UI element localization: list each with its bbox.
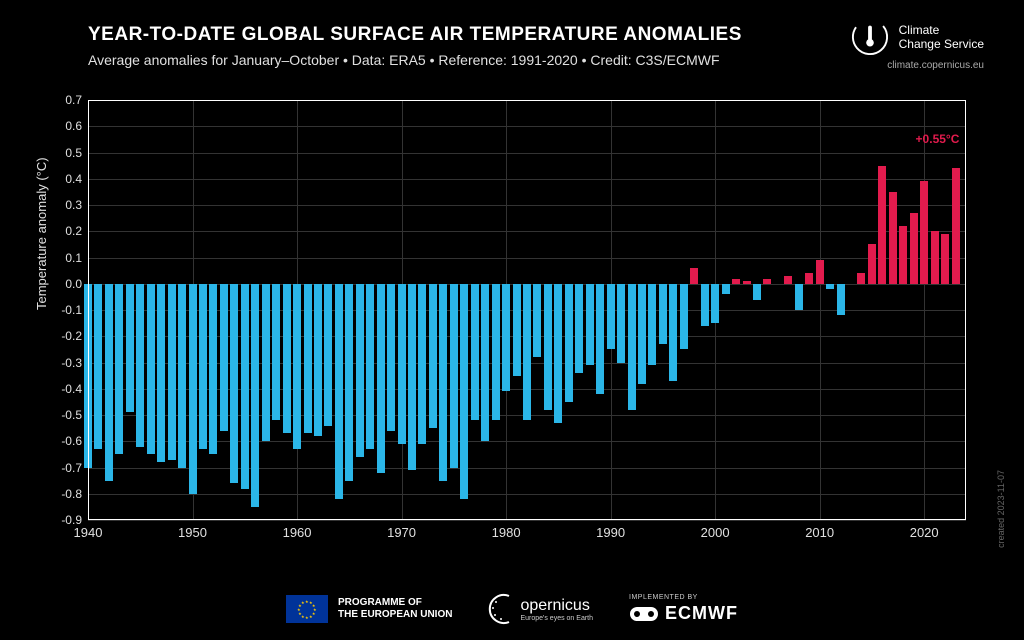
- ytick-label: 0.2: [42, 224, 82, 238]
- ytick-label: 0.5: [42, 146, 82, 160]
- ytick-label: -0.5: [42, 408, 82, 422]
- logo-line1: Climate: [899, 23, 984, 37]
- ecmwf-block: IMPLEMENTED BY ECMWF: [629, 594, 738, 624]
- eu-flag-icon: ★★★★★★★★★★★★: [286, 595, 328, 623]
- c3s-logo: Climate Change Service: [851, 18, 984, 56]
- xtick-label: 1950: [178, 525, 207, 540]
- ytick-label: -0.6: [42, 434, 82, 448]
- ytick-label: -0.1: [42, 303, 82, 317]
- c3s-url: climate.copernicus.eu: [887, 60, 984, 71]
- xtick-label: 1940: [74, 525, 103, 540]
- ecmwf-icon: [629, 604, 659, 624]
- chart-subtitle: Average anomalies for January–October • …: [88, 52, 984, 68]
- xtick-label: 1970: [387, 525, 416, 540]
- chart-title: YEAR-TO-DATE GLOBAL SURFACE AIR TEMPERAT…: [88, 24, 984, 46]
- thermometer-icon: [851, 18, 889, 56]
- chart-plot-area: +0.55°C: [88, 100, 966, 520]
- ytick-label: -0.4: [42, 382, 82, 396]
- xtick-label: 1980: [492, 525, 521, 540]
- xtick-label: 2010: [805, 525, 834, 540]
- ytick-label: 0.4: [42, 172, 82, 186]
- ytick-label: 0.1: [42, 251, 82, 265]
- copernicus-icon: [488, 592, 514, 626]
- ytick-label: -0.2: [42, 329, 82, 343]
- created-label: created 2023-11-07: [996, 470, 1006, 548]
- copernicus-name: opernicus: [520, 597, 593, 615]
- xtick-label: 1960: [283, 525, 312, 540]
- xtick-label: 1990: [596, 525, 625, 540]
- gridline-h: [88, 520, 966, 521]
- copernicus-tagline: Europe's eyes on Earth: [520, 615, 593, 622]
- eu-programme-block: ★★★★★★★★★★★★ PROGRAMME OF THE EUROPEAN U…: [286, 595, 452, 623]
- ytick-label: 0.7: [42, 93, 82, 107]
- eu-line2: THE EUROPEAN UNION: [338, 609, 452, 621]
- axis-border: [88, 100, 966, 520]
- ytick-label: 0.3: [42, 198, 82, 212]
- xtick-label: 2020: [910, 525, 939, 540]
- footer: ★★★★★★★★★★★★ PROGRAMME OF THE EUROPEAN U…: [0, 592, 1024, 626]
- xtick-label: 2000: [701, 525, 730, 540]
- ecmwf-name: ECMWF: [665, 603, 738, 624]
- header: YEAR-TO-DATE GLOBAL SURFACE AIR TEMPERAT…: [88, 24, 984, 68]
- implemented-by-label: IMPLEMENTED BY: [629, 594, 738, 601]
- ytick-label: -0.8: [42, 487, 82, 501]
- ytick-label: 0.6: [42, 119, 82, 133]
- logo-line2: Change Service: [899, 37, 984, 51]
- ytick-label: -0.3: [42, 356, 82, 370]
- c3s-logo-text: Climate Change Service: [899, 23, 984, 52]
- ytick-label: 0.0: [42, 277, 82, 291]
- ytick-label: -0.7: [42, 461, 82, 475]
- eu-line1: PROGRAMME OF: [338, 597, 452, 609]
- copernicus-block: opernicus Europe's eyes on Earth: [488, 592, 593, 626]
